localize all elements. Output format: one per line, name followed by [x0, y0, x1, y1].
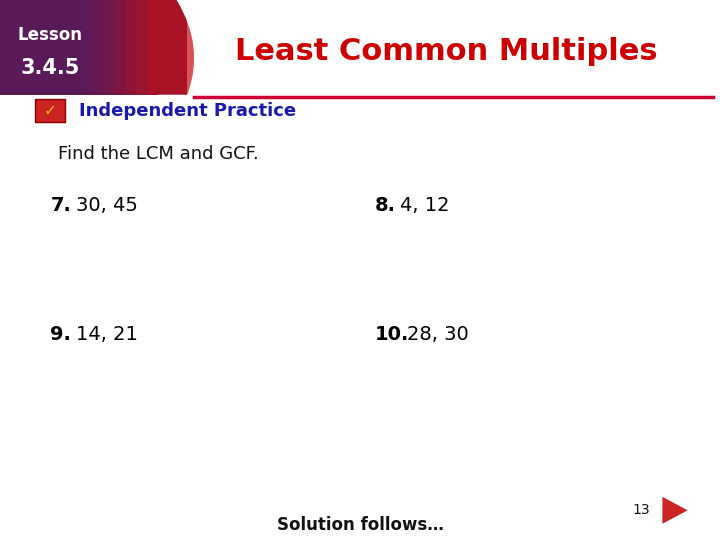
Text: Least Common Multiples: Least Common Multiples: [235, 37, 657, 66]
Text: 9.: 9.: [50, 325, 71, 345]
PathPatch shape: [0, 0, 194, 94]
PathPatch shape: [115, 0, 194, 94]
PathPatch shape: [94, 0, 194, 94]
FancyBboxPatch shape: [35, 99, 65, 122]
Text: Solution follows…: Solution follows…: [276, 516, 444, 535]
FancyBboxPatch shape: [0, 0, 158, 94]
Text: 13: 13: [632, 503, 649, 517]
Text: 7.: 7.: [50, 195, 71, 215]
Polygon shape: [662, 497, 688, 524]
PathPatch shape: [148, 0, 194, 94]
Text: 10.: 10.: [374, 325, 409, 345]
PathPatch shape: [104, 0, 194, 94]
FancyBboxPatch shape: [187, 0, 720, 94]
Text: 3.4.5: 3.4.5: [21, 57, 80, 78]
Text: 8.: 8.: [374, 195, 395, 215]
Text: Lesson: Lesson: [18, 26, 83, 44]
Text: 4, 12: 4, 12: [400, 195, 449, 215]
Text: 14, 21: 14, 21: [76, 325, 138, 345]
Text: ✓: ✓: [43, 103, 56, 118]
Text: Find the LCM and GCF.: Find the LCM and GCF.: [58, 145, 258, 163]
Text: 30, 45: 30, 45: [76, 195, 138, 215]
Text: Independent Practice: Independent Practice: [79, 102, 297, 120]
PathPatch shape: [137, 0, 194, 94]
PathPatch shape: [126, 0, 194, 94]
Text: 28, 30: 28, 30: [407, 325, 469, 345]
